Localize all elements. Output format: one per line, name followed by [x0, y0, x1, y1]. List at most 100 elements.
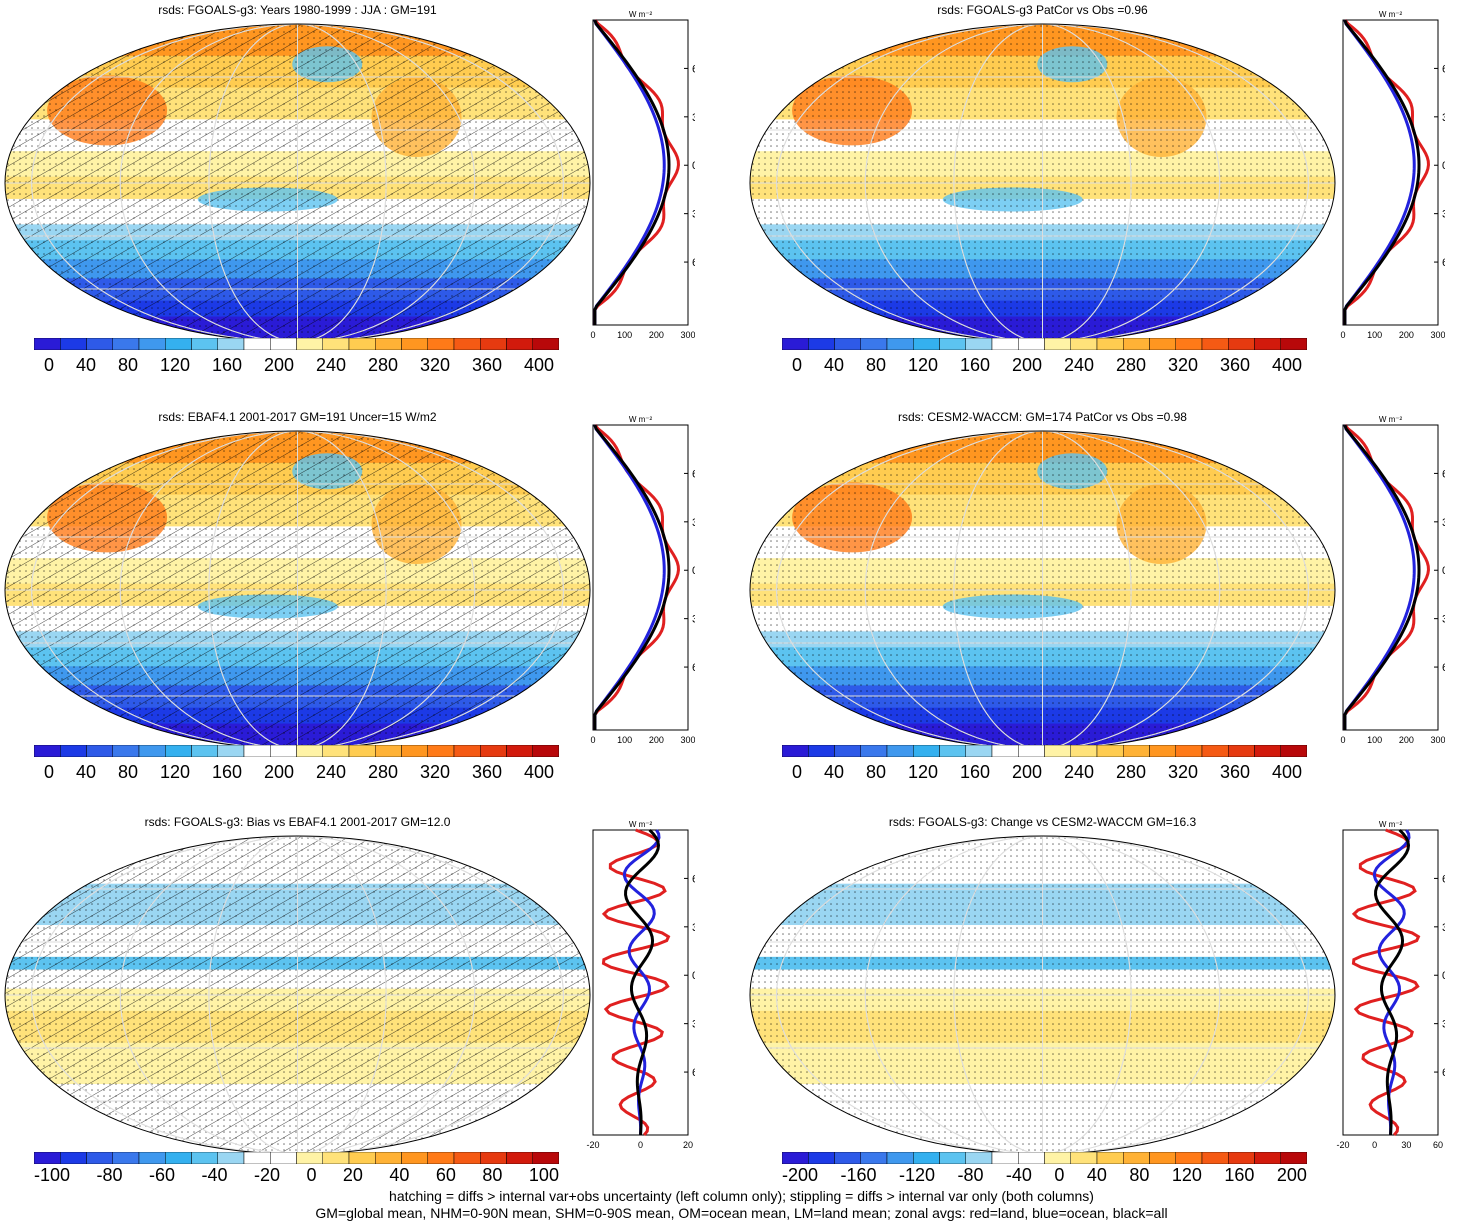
footer-line-1: hatching = diffs > internal var+obs unce… — [389, 1188, 1094, 1204]
latitude-label: 30N — [1442, 517, 1445, 529]
panel-title: rsds: FGOALS-g3: Bias vs EBAF4.1 2001-20… — [144, 815, 451, 829]
colorbar-tick-label: 200 — [1011, 762, 1042, 782]
colorbar-tick-label: 160 — [211, 762, 242, 782]
latitude-label: 30N — [692, 922, 695, 934]
colorbar-tick-label: 40 — [823, 762, 844, 782]
panel-title: rsds: EBAF4.1 2001-2017 GM=191 Uncer=15 … — [158, 410, 437, 424]
colorbar-tick-label: 400 — [1271, 355, 1302, 375]
profile-unit-label: W m⁻² — [629, 415, 653, 424]
profile-x-tick: 30 — [1401, 1140, 1411, 1150]
zonal-profile-1: W m⁻² 60N 30N 0 30S 60S 0 100 200 300 — [590, 10, 695, 340]
colorbar-tick-label: 160 — [211, 355, 242, 375]
zonal-profile-3: W m⁻² 60N 30N 0 30S 60S 0 100 200 300 — [590, 415, 695, 745]
latitude-label: 60N — [692, 468, 695, 480]
colorbar-tick-label: 160 — [1224, 1165, 1255, 1185]
latitude-label: 60S — [1442, 1067, 1445, 1079]
profile-x-tick: 300 — [680, 735, 695, 745]
colorbar-6 — [782, 1152, 1307, 1164]
colorbar-tick-label: 400 — [523, 762, 554, 782]
colorbar-tick-label: 400 — [523, 355, 554, 375]
colorbar-tick-label: 160 — [959, 355, 990, 375]
colorbar-tick-label: 0 — [44, 762, 55, 782]
latitude-label: 30N — [1442, 112, 1445, 124]
profile-x-tick: 200 — [649, 735, 664, 745]
colorbar-3 — [34, 745, 559, 757]
colorbar-tick-label: 280 — [1115, 355, 1146, 375]
latitude-label: 30N — [692, 112, 695, 124]
colorbar-tick-label: 40 — [75, 355, 96, 375]
colorbar-tick-label: 0 — [792, 355, 803, 375]
profile-x-tick: -20 — [1336, 1140, 1349, 1150]
latitude-label: 60S — [692, 257, 695, 269]
profile-x-tick: -20 — [586, 1140, 599, 1150]
profile-x-tick: 100 — [617, 735, 632, 745]
latitude-label: 60S — [1442, 257, 1445, 269]
colorbar-tick-label: 360 — [1219, 355, 1250, 375]
colorbar-tick-label: 160 — [959, 762, 990, 782]
map-panel-1 — [4, 23, 591, 343]
colorbar-tick-label: 0 — [306, 1165, 317, 1185]
latitude-label: 60N — [692, 63, 695, 75]
colorbar-tick-label: 40 — [1086, 1165, 1107, 1185]
colorbar-tick-label: 120 — [907, 762, 938, 782]
profile-unit-label: W m⁻² — [1379, 415, 1403, 424]
profile-x-tick: 0 — [638, 1140, 643, 1150]
colorbar-tick-label: 320 — [1167, 355, 1198, 375]
latitude-label: 60S — [692, 662, 695, 674]
profile-x-tick: 0 — [1340, 330, 1345, 340]
profile-x-tick: 0 — [1372, 1140, 1377, 1150]
map-panel-6 — [749, 835, 1336, 1155]
map-panel-5 — [4, 835, 591, 1155]
latitude-label: 60S — [1442, 662, 1445, 674]
profile-unit-label: W m⁻² — [629, 10, 653, 19]
latitude-label: 30N — [692, 517, 695, 529]
colorbar-tick-label: -40 — [1005, 1165, 1032, 1185]
colorbar-tick-label: -160 — [840, 1165, 877, 1185]
colorbar-tick-label: 240 — [315, 762, 346, 782]
colorbar-tick-label: 200 — [1276, 1165, 1307, 1185]
colorbar-tick-label: 120 — [907, 355, 938, 375]
latitude-label: 30S — [1442, 209, 1445, 221]
zonal-profile-2: W m⁻² 60N 30N 0 30S 60S 0 100 200 300 — [1340, 10, 1445, 340]
profile-x-tick: 300 — [680, 330, 695, 340]
colorbar-tick-label: 40 — [75, 762, 96, 782]
profile-x-tick: 100 — [617, 330, 632, 340]
latitude-label: 0 — [692, 565, 695, 577]
colorbar-tick-label: 240 — [1063, 762, 1094, 782]
latitude-label: 60N — [1442, 63, 1445, 75]
colorbar-4 — [782, 745, 1307, 757]
colorbar-tick-label: 60 — [435, 1165, 456, 1185]
colorbar-tick-label: 80 — [482, 1165, 503, 1185]
panel-title: rsds: FGOALS-g3: Change vs CESM2-WACCM G… — [888, 815, 1197, 829]
colorbar-tick-label: 280 — [367, 762, 398, 782]
colorbar-tick-label: 320 — [419, 355, 450, 375]
colorbar-labels-2: 0 40 80 120 160 200 240 280 320 360 400 — [792, 355, 1302, 376]
profile-unit-label: W m⁻² — [1379, 10, 1403, 19]
map-panel-3 — [4, 430, 591, 750]
latitude-label: 30S — [692, 209, 695, 221]
colorbar-2 — [782, 338, 1307, 350]
colorbar-tick-label: -40 — [201, 1165, 228, 1185]
colorbar-tick-label: -80 — [957, 1165, 984, 1185]
profile-x-tick: 200 — [649, 330, 664, 340]
colorbar-labels-1: 0 40 80 120 160 200 240 280 320 360 400 — [44, 355, 554, 376]
profile-x-tick: 300 — [1430, 330, 1445, 340]
profile-x-tick: 0 — [590, 330, 595, 340]
colorbar-tick-label: 80 — [1129, 1165, 1150, 1185]
latitude-label: 60S — [692, 1067, 695, 1079]
panel-title: rsds: FGOALS-g3: Years 1980-1999 : JJA :… — [158, 3, 437, 17]
latitude-label: 0 — [692, 160, 695, 172]
colorbar-tick-label: 40 — [823, 355, 844, 375]
colorbar-tick-label: 80 — [117, 762, 138, 782]
colorbar-tick-label: 120 — [1171, 1165, 1202, 1185]
latitude-label: 0 — [1442, 160, 1445, 172]
colorbar-labels-4: 0 40 80 120 160 200 240 280 320 360 400 — [792, 762, 1302, 783]
latitude-label: 30S — [692, 614, 695, 626]
profile-x-tick: 300 — [1430, 735, 1445, 745]
latitude-label: 60N — [1442, 468, 1445, 480]
profile-unit-label: W m⁻² — [1379, 820, 1403, 829]
map-panel-2 — [749, 23, 1336, 343]
colorbar-tick-label: 0 — [44, 355, 55, 375]
map-panel-4 — [749, 430, 1336, 750]
latitude-label: 30N — [1442, 922, 1445, 934]
